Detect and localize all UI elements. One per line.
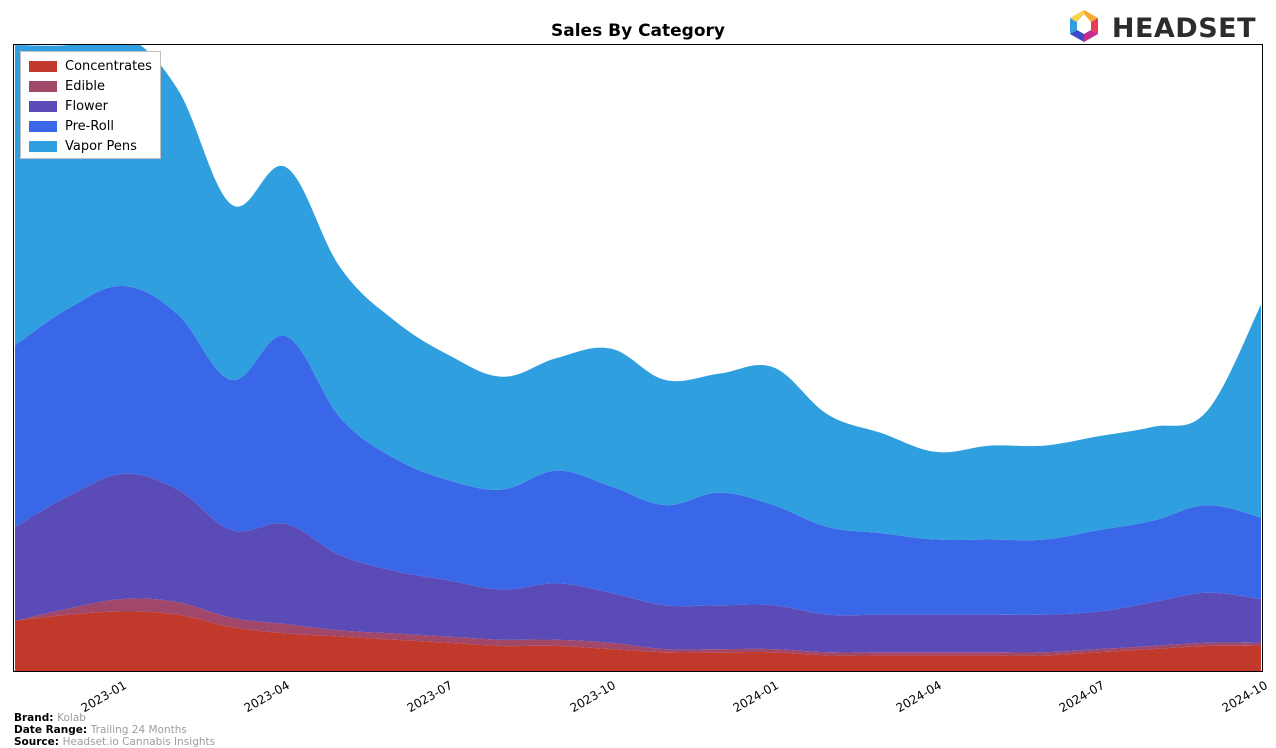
x-tick-label: 2023-10 [567, 678, 617, 715]
legend-label: Pre-Roll [65, 119, 114, 134]
chart-legend: Concentrates Edible Flower Pre-Roll Vapor Pe… [20, 51, 161, 159]
legend-item: Edible [29, 76, 152, 96]
legend-item: Flower [29, 96, 152, 116]
meta-label: Brand: [14, 712, 57, 724]
meta-line: Brand: Kolab [14, 712, 215, 724]
legend-label: Vapor Pens [65, 139, 137, 154]
legend-item: Vapor Pens [29, 136, 152, 156]
chart-areas [14, 45, 1262, 671]
legend-swatch [29, 121, 57, 132]
meta-value: Trailing 24 Months [91, 724, 187, 736]
sales-area-chart: Concentrates Edible Flower Pre-Roll Vapor Pe… [13, 44, 1263, 672]
x-tick-label: 2024-07 [1057, 678, 1107, 715]
legend-swatch [29, 61, 57, 72]
x-tick-label: 2023-07 [404, 678, 454, 715]
legend-item: Concentrates [29, 56, 152, 76]
headset-logo-text: HEADSET [1112, 13, 1256, 44]
legend-label: Edible [65, 79, 105, 94]
meta-value: Headset.io Cannabis Insights [63, 736, 215, 748]
chart-metadata: Brand: KolabDate Range: Trailing 24 Mont… [14, 712, 215, 748]
x-tick-label: 2024-10 [1220, 678, 1270, 715]
legend-swatch [29, 81, 57, 92]
x-tick-label: 2023-04 [241, 678, 291, 715]
meta-line: Date Range: Trailing 24 Months [14, 724, 215, 736]
legend-swatch [29, 101, 57, 112]
meta-label: Date Range: [14, 724, 91, 736]
legend-item: Pre-Roll [29, 116, 152, 136]
legend-label: Flower [65, 99, 108, 114]
x-tick-label: 2024-04 [893, 678, 943, 715]
x-tick-label: 2024-01 [730, 678, 780, 715]
meta-label: Source: [14, 736, 63, 748]
legend-swatch [29, 141, 57, 152]
meta-value: Kolab [57, 712, 86, 724]
legend-label: Concentrates [65, 59, 152, 74]
meta-line: Source: Headset.io Cannabis Insights [14, 736, 215, 748]
x-tick-label: 2023-01 [78, 678, 128, 715]
